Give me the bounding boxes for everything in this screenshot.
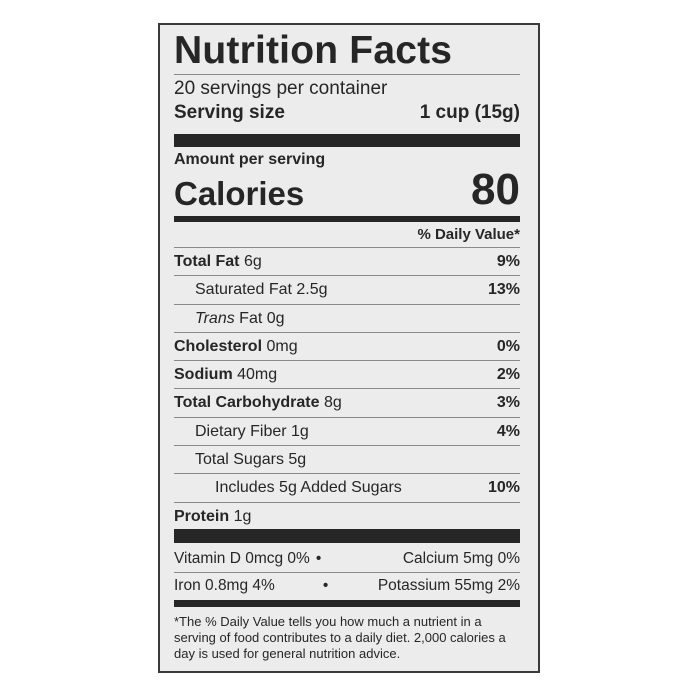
nutrient-amount: 2.5g [296,281,328,299]
thick-divider [174,528,520,543]
daily-value-header: % Daily Value* [417,226,520,243]
nutrient-amount: 6g [243,253,262,270]
calories-label: Calories [174,175,305,212]
serving-size-label: Serving size [174,102,285,123]
serving-size: Serving size 1 cup (15g) [174,101,520,125]
bullet: • [322,576,329,594]
bullet: • [315,549,322,567]
nutrient-name: Protein [174,507,230,525]
vitamin-right: Calcium 5mg 0% [402,549,520,567]
nutrient-amount: Fat 0g [239,309,285,327]
nutrient-amount: 1g [233,507,252,525]
medium-divider [174,216,520,222]
nutrient-dv: 10% [487,479,520,497]
nutrient-row-sodium: Sodium 40mg 2% [174,360,520,388]
nutrient-dv: 9% [496,253,520,270]
nutrient-name: Cholesterol [174,337,263,355]
nutrient-row-protein: Protein 1g [174,501,520,529]
vitamin-right: Potassium 55mg 2% [377,576,520,594]
vitamin-row: Vitamin D 0mcg 0% • Calcium 5mg 0% [174,546,520,572]
calories-value: 80 [471,165,520,214]
nutrient-row-total-fat: Total Fat 6g 9% [174,247,520,275]
servings-per-container: 20 servings per container [174,78,388,99]
nutrient-name: Total Sugars [195,451,284,469]
nutrient-row-dietary-fiber: Dietary Fiber 1g 4% [174,416,520,445]
nutrient-dv: 13% [487,281,520,299]
nutrient-dv: 0% [496,337,520,355]
nutrient-name: Dietary Fiber [195,422,287,440]
nutrient-name: Total Carbohydrate [174,394,320,412]
nutrient-row-total-carbohydrate: Total Carbohydrate 8g 3% [174,388,520,416]
nutrient-name: Includes 5g Added Sugars [215,479,402,497]
label-title: Nutrition Facts [174,29,453,72]
nutrient-name: Trans [195,309,235,327]
amount-per-serving: Amount per serving [174,151,326,168]
vitamin-left: Iron 0.8mg 4% [174,576,275,594]
nutrient-name: Sodium [174,366,233,384]
nutrient-amount: 8g [323,394,342,412]
nutrient-row-total-sugars: Total Sugars 5g [174,445,520,473]
nutrient-row-added-sugars: Includes 5g Added Sugars 10% [174,473,520,501]
divider [174,74,520,75]
nutrient-amount: 0mg [266,337,298,355]
footnote: *The % Daily Value tells you how much a … [174,613,506,661]
nutrient-name: Total Fat [174,253,240,270]
nutrient-dv: 3% [496,394,520,412]
medium-divider [174,599,520,607]
thick-divider [174,134,520,147]
nutrient-row-cholesterol: Cholesterol 0mg 0% [174,331,520,360]
nutrition-facts-label: Nutrition Facts 20 servings per containe… [158,23,540,673]
nutrient-dv: 2% [496,366,520,384]
serving-size-value: 1 cup (15g) [419,102,520,123]
nutrient-amount: 5g [288,451,307,469]
nutrient-amount: 1g [291,422,309,440]
nutrient-row-saturated-fat: Saturated Fat 2.5g 13% [174,275,520,303]
nutrient-name: Saturated Fat [195,281,292,299]
vitamin-left: Vitamin D 0mcg 0% [174,549,310,567]
nutrient-amount: 40mg [237,366,278,384]
nutrient-dv: 4% [496,422,520,440]
vitamin-row: Iron 0.8mg 4% • Potassium 55mg 2% [174,571,520,598]
calories-row: Calories 80 [174,165,520,214]
nutrient-row-trans-fat: Trans Fat 0g [174,303,520,332]
